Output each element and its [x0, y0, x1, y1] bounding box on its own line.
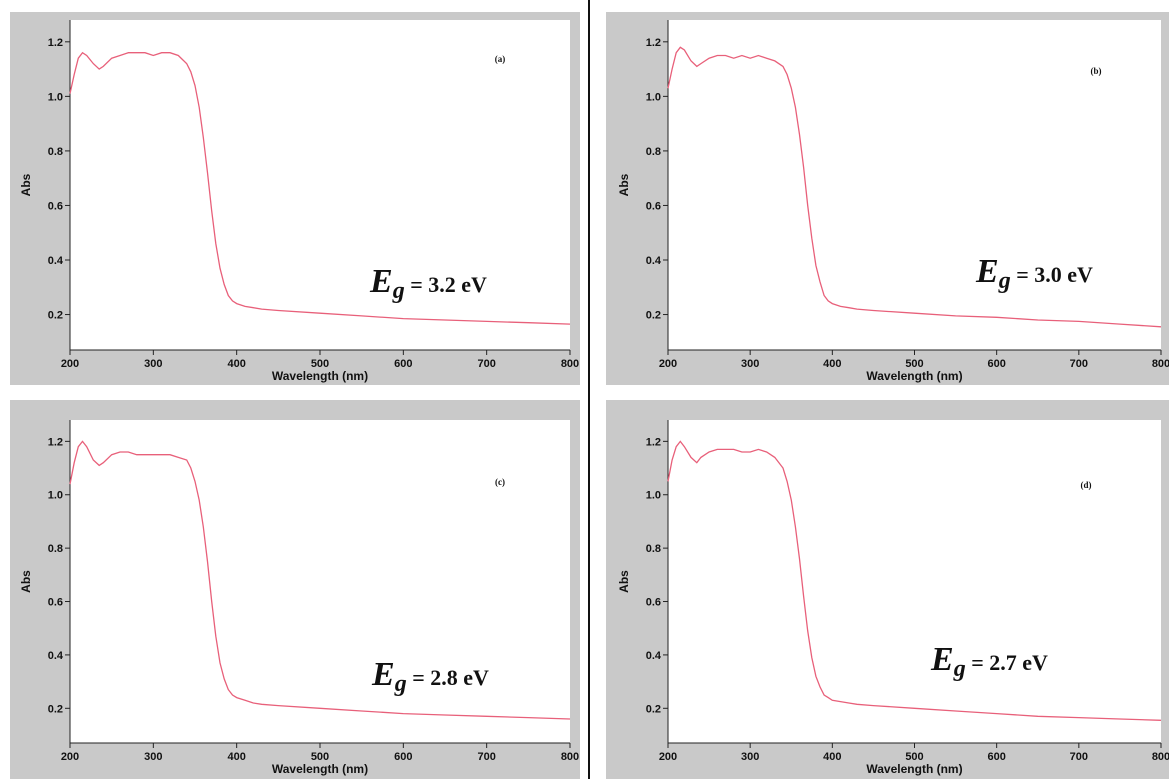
panel-divider	[588, 0, 590, 779]
y-tick-label: 0.4	[646, 255, 662, 267]
x-tick-label: 800	[561, 358, 579, 370]
y-tick-label: 1.0	[646, 490, 661, 502]
x-tick-label: 800	[561, 751, 579, 763]
y-tick-label: 0.4	[48, 255, 64, 267]
chart-svg-a: 0.2 0.4 0.6 0.8 1.0 1.2 200 300 400 500 600 700 800 W…	[19, 20, 579, 383]
x-tick-label: 600	[987, 751, 1005, 763]
y-tick-label: 0.4	[48, 650, 64, 662]
x-tick-label: 600	[394, 358, 412, 370]
plot-area-d	[668, 420, 1161, 743]
y-tick-label: 1.2	[646, 436, 661, 448]
x-tick-label: 300	[144, 358, 162, 370]
x-axis-title: Wavelength (nm)	[272, 762, 368, 776]
x-axis-title: Wavelength (nm)	[866, 369, 962, 383]
x-tick-label: 700	[477, 751, 495, 763]
x-tick-label: 400	[227, 751, 245, 763]
absorbance-series-line	[69, 51, 571, 325]
eg-symbol: E	[371, 656, 395, 693]
chart-svg-c: 0.2 0.4 0.6 0.8 1.0 1.2 200 300 400 500 600 700 800 W…	[19, 420, 579, 776]
y-tick-label: 0.6	[646, 597, 661, 609]
chart-panel-b: 0.2 0.4 0.6 0.8 1.0 1.2 200 300 400 500 600 700 800 W…	[606, 12, 1169, 385]
x-axis-title: Wavelength (nm)	[272, 369, 368, 383]
y-tick-label: 0.8	[48, 543, 63, 555]
x-tick-label: 200	[61, 358, 79, 370]
y-axis-title: Abs	[617, 173, 631, 196]
y-tick-label: 1.2	[48, 37, 63, 49]
plot-area-b	[668, 20, 1161, 350]
chart-panel-c: 0.2 0.4 0.6 0.8 1.0 1.2 200 300 400 500 600 700 800 W…	[10, 400, 580, 779]
x-tick-label: 600	[987, 358, 1005, 370]
y-tick-label: 0.6	[48, 597, 63, 609]
chart-panel-a: 0.2 0.4 0.6 0.8 1.0 1.2 200 300 400 500 600 700 800 W…	[10, 12, 580, 385]
band-gap-annotation: Eg = 2.7 eV	[930, 641, 1048, 682]
band-gap-annotation: Eg = 3.2 eV	[369, 263, 487, 304]
panel-tag: (d)	[1081, 480, 1092, 490]
y-tick-label: 0.2	[48, 703, 63, 715]
y-tick-label: 1.2	[48, 436, 63, 448]
eg-value: = 3.2 eV	[405, 272, 487, 297]
plot-area-c	[70, 420, 570, 743]
y-axis-title: Abs	[617, 570, 631, 593]
x-tick-label: 800	[1152, 358, 1169, 370]
eg-symbol: E	[369, 263, 393, 300]
x-tick-label: 200	[61, 751, 79, 763]
y-tick-label: 0.6	[646, 200, 661, 212]
y-tick-label: 0.4	[646, 650, 662, 662]
x-tick-label: 400	[823, 751, 841, 763]
y-axis-title: Abs	[19, 570, 33, 593]
x-tick-label: 700	[477, 358, 495, 370]
y-tick-label: 1.0	[646, 91, 661, 103]
x-tick-label: 200	[659, 358, 677, 370]
y-tick-label: 0.8	[646, 543, 661, 555]
x-tick-label: 600	[394, 751, 412, 763]
y-tick-label: 0.2	[646, 310, 661, 322]
x-tick-label: 700	[1070, 358, 1088, 370]
x-tick-label: 500	[905, 358, 923, 370]
band-gap-annotation: Eg = 2.8 eV	[371, 656, 489, 697]
absorbance-series-line	[667, 440, 1162, 721]
eg-symbol: E	[930, 641, 954, 678]
eg-value: = 2.7 eV	[966, 650, 1048, 675]
band-gap-annotation: Eg = 3.0 eV	[975, 253, 1093, 294]
plot-area-a	[70, 20, 570, 350]
x-tick-label: 300	[144, 751, 162, 763]
x-tick-label: 400	[227, 358, 245, 370]
y-tick-label: 0.2	[48, 310, 63, 322]
y-tick-label: 1.0	[48, 91, 63, 103]
eg-value: = 2.8 eV	[407, 665, 489, 690]
y-axis-title: Abs	[19, 173, 33, 196]
y-tick-label: 0.8	[646, 146, 661, 158]
chart-panel-d: 0.2 0.4 0.6 0.8 1.0 1.2 200 300 400 500 600 700 800 W…	[606, 400, 1169, 779]
panel-tag: (a)	[495, 54, 506, 64]
panel-tag: (c)	[495, 477, 505, 487]
x-tick-label: 400	[823, 358, 841, 370]
eg-subscript: g	[394, 671, 407, 697]
x-tick-label: 500	[311, 358, 329, 370]
eg-symbol: E	[975, 253, 999, 290]
y-tick-label: 0.6	[48, 200, 63, 212]
x-tick-label: 500	[311, 751, 329, 763]
eg-value: = 3.0 eV	[1011, 262, 1093, 287]
y-tick-label: 1.0	[48, 490, 63, 502]
absorbance-series-line	[69, 440, 571, 720]
panel-tag: (b)	[1091, 66, 1102, 76]
x-tick-label: 800	[1152, 751, 1169, 763]
y-tick-label: 1.2	[646, 37, 661, 49]
eg-subscript: g	[392, 278, 405, 304]
y-tick-label: 0.2	[646, 703, 661, 715]
x-tick-label: 200	[659, 751, 677, 763]
x-tick-label: 300	[741, 358, 759, 370]
x-tick-label: 300	[741, 751, 759, 763]
chart-svg-d: 0.2 0.4 0.6 0.8 1.0 1.2 200 300 400 500 600 700 800 W…	[617, 420, 1169, 776]
eg-subscript: g	[953, 656, 966, 682]
x-tick-label: 500	[905, 751, 923, 763]
chart-svg-b: 0.2 0.4 0.6 0.8 1.0 1.2 200 300 400 500 600 700 800 W…	[617, 20, 1169, 383]
eg-subscript: g	[998, 268, 1011, 294]
x-axis-title: Wavelength (nm)	[866, 762, 962, 776]
y-tick-label: 0.8	[48, 146, 63, 158]
absorbance-series-line	[667, 46, 1162, 328]
x-tick-label: 700	[1070, 751, 1088, 763]
